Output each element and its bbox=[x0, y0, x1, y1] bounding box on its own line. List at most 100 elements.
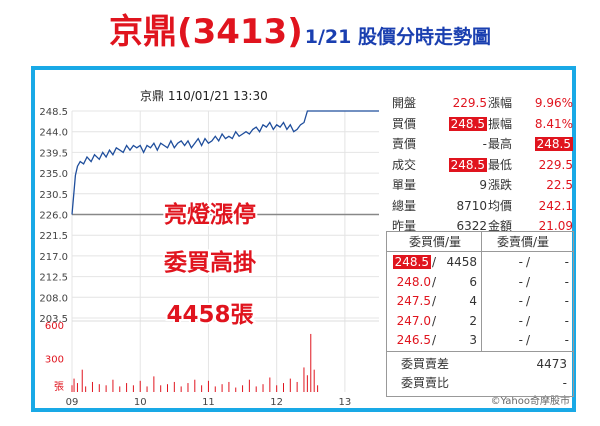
quote-label: 單量 bbox=[392, 177, 432, 193]
quote-value-text: 248.5 bbox=[534, 137, 573, 151]
quote-value-text: 21.09 bbox=[538, 219, 573, 233]
quote-value: 248.5 bbox=[432, 116, 487, 132]
ask-quantity-text: - bbox=[564, 333, 569, 347]
quote-label-text: 買價 bbox=[392, 116, 417, 131]
quote-label-text: 金額 bbox=[488, 219, 513, 233]
quote-label-text: 賣價 bbox=[392, 137, 417, 151]
quote-label: 漲跌 bbox=[488, 177, 522, 193]
yahoo-watermark: ©Yahoo奇摩股市 bbox=[491, 394, 570, 407]
quote-label: 賣價 bbox=[392, 136, 432, 152]
volume-axis-label: 300 bbox=[45, 355, 64, 366]
quote-label: 振幅 bbox=[488, 116, 522, 132]
bid-price: 247.5 bbox=[387, 293, 431, 309]
quote-value-text: 242.1 bbox=[538, 198, 573, 213]
bid-header-text: 委買價/量 bbox=[408, 235, 462, 249]
ask-quantity-text: - bbox=[564, 274, 569, 289]
chart-header: 京鼎 110/01/21 13:30 bbox=[140, 89, 268, 103]
bid-quantity: 4458 bbox=[437, 254, 477, 270]
quote-value-text: 6322 bbox=[456, 219, 487, 233]
book-slash: / bbox=[432, 313, 437, 328]
book-slash: / bbox=[432, 274, 437, 289]
quote-label: 總量 bbox=[392, 198, 432, 214]
ask-price-text: - bbox=[518, 294, 523, 308]
price-axis-label: 208.0 bbox=[39, 293, 68, 304]
ask-price: - bbox=[487, 254, 523, 270]
order-book: 委買價/量 委賣價/量 248.5/4458- / -248.0/6- / -247.5/4… bbox=[386, 231, 574, 397]
ask-quantity: - bbox=[533, 254, 569, 270]
bid-price-text: 247.5 bbox=[396, 294, 431, 308]
bid-header: 委買價/量 bbox=[395, 234, 475, 250]
ask-price: - bbox=[487, 274, 523, 290]
quote-value-text: - bbox=[482, 137, 487, 151]
bid-quantity: 3 bbox=[437, 332, 477, 348]
ask-quantity: - bbox=[533, 293, 569, 309]
diff-value: 4473 bbox=[487, 356, 567, 372]
quote-label-text: 單量 bbox=[392, 178, 417, 192]
book-slash: / bbox=[432, 333, 437, 347]
quote-label-text: 成交 bbox=[392, 157, 417, 172]
quote-value: 8710 bbox=[432, 198, 487, 214]
bid-price: 247.0 bbox=[387, 313, 431, 329]
price-axis-label: 235.0 bbox=[39, 169, 68, 180]
chart-subtitle: 1/21 股價分時走勢圖 bbox=[304, 26, 491, 48]
quote-label: 漲幅 bbox=[488, 95, 522, 111]
bid-quantity: 6 bbox=[437, 274, 477, 290]
price-line bbox=[71, 110, 379, 215]
ask-quantity: - bbox=[533, 313, 569, 329]
diff-value-text: 4473 bbox=[536, 357, 567, 371]
ratio-value-text: - bbox=[562, 376, 567, 390]
price-axis-label: 226.0 bbox=[39, 211, 68, 222]
quote-value: 248.5 bbox=[522, 136, 573, 152]
price-axis-label: 203.5 bbox=[39, 314, 68, 325]
ask-price: - bbox=[487, 332, 523, 348]
chart-frame: 京鼎 110/01/21 13:30 248.5 244.0 239.5 235.0 23… bbox=[31, 66, 576, 412]
quote-label: 成交 bbox=[392, 157, 432, 173]
quote-table: 開盤 229.5 漲幅 9.96% 買價 248.5 振幅 8.41% 賣價 - 最高 248.5 成交… bbox=[392, 95, 575, 235]
price-axis-label: 239.5 bbox=[39, 148, 68, 159]
annotation-text: 4458張 bbox=[166, 302, 254, 328]
quote-value: 22.5 bbox=[522, 177, 573, 193]
quote-value-text: 8.41% bbox=[534, 116, 573, 131]
quote-value-text: 8710 bbox=[456, 198, 487, 213]
quote-value: 8.41% bbox=[522, 116, 573, 132]
time-axis-label: 12 bbox=[270, 397, 283, 408]
quote-label: 均價 bbox=[488, 198, 522, 214]
price-axis-label: 221.5 bbox=[39, 231, 68, 242]
book-divider bbox=[387, 351, 573, 352]
time-axis-label: 09 bbox=[66, 397, 79, 408]
quote-value-text: 229.5 bbox=[452, 96, 487, 110]
ask-price: - bbox=[487, 293, 523, 309]
quote-label-text: 昨量 bbox=[392, 219, 417, 233]
bid-quantity: 2 bbox=[437, 313, 477, 329]
quote-label-text: 最高 bbox=[488, 137, 513, 151]
quote-value-text: 22.5 bbox=[546, 178, 573, 192]
quote-value: 229.5 bbox=[432, 95, 487, 111]
quote-label-text: 均價 bbox=[488, 198, 513, 213]
volume-axis-label: 張 bbox=[54, 381, 64, 393]
price-axis-label: 217.0 bbox=[39, 252, 68, 263]
diff-label-text: 委買賣差 bbox=[401, 357, 450, 371]
bid-quantity-text: 6 bbox=[469, 274, 477, 289]
bid-price: 246.5 bbox=[387, 332, 431, 348]
quote-label: 昨量 bbox=[392, 218, 432, 234]
quote-value-text: 9.96% bbox=[534, 96, 573, 110]
quote-value: 9.96% bbox=[522, 95, 573, 111]
ask-price: - bbox=[487, 313, 523, 329]
time-axis-label: 10 bbox=[134, 397, 147, 408]
quote-value-text: 248.5 bbox=[448, 157, 487, 172]
book-slash: / bbox=[526, 274, 531, 289]
annotation-text: 亮燈漲停 bbox=[164, 201, 256, 228]
quote-label-text: 振幅 bbox=[488, 116, 513, 131]
quote-label-text: 開盤 bbox=[392, 96, 417, 110]
book-slash: / bbox=[526, 294, 531, 308]
bid-quantity: 4 bbox=[437, 293, 477, 309]
ask-price-text: - bbox=[518, 333, 523, 347]
quote-label-text: 總量 bbox=[392, 198, 417, 213]
quote-value: - bbox=[432, 136, 487, 152]
ask-header-text: 委賣價/量 bbox=[496, 235, 550, 249]
bid-quantity-text: 2 bbox=[469, 313, 477, 328]
price-axis-label: 248.5 bbox=[39, 107, 68, 118]
book-slash: / bbox=[432, 294, 437, 308]
ask-quantity: - bbox=[533, 332, 569, 348]
intraday-chart: 京鼎 110/01/21 13:30248.5244.0239.5235.023… bbox=[39, 89, 570, 408]
